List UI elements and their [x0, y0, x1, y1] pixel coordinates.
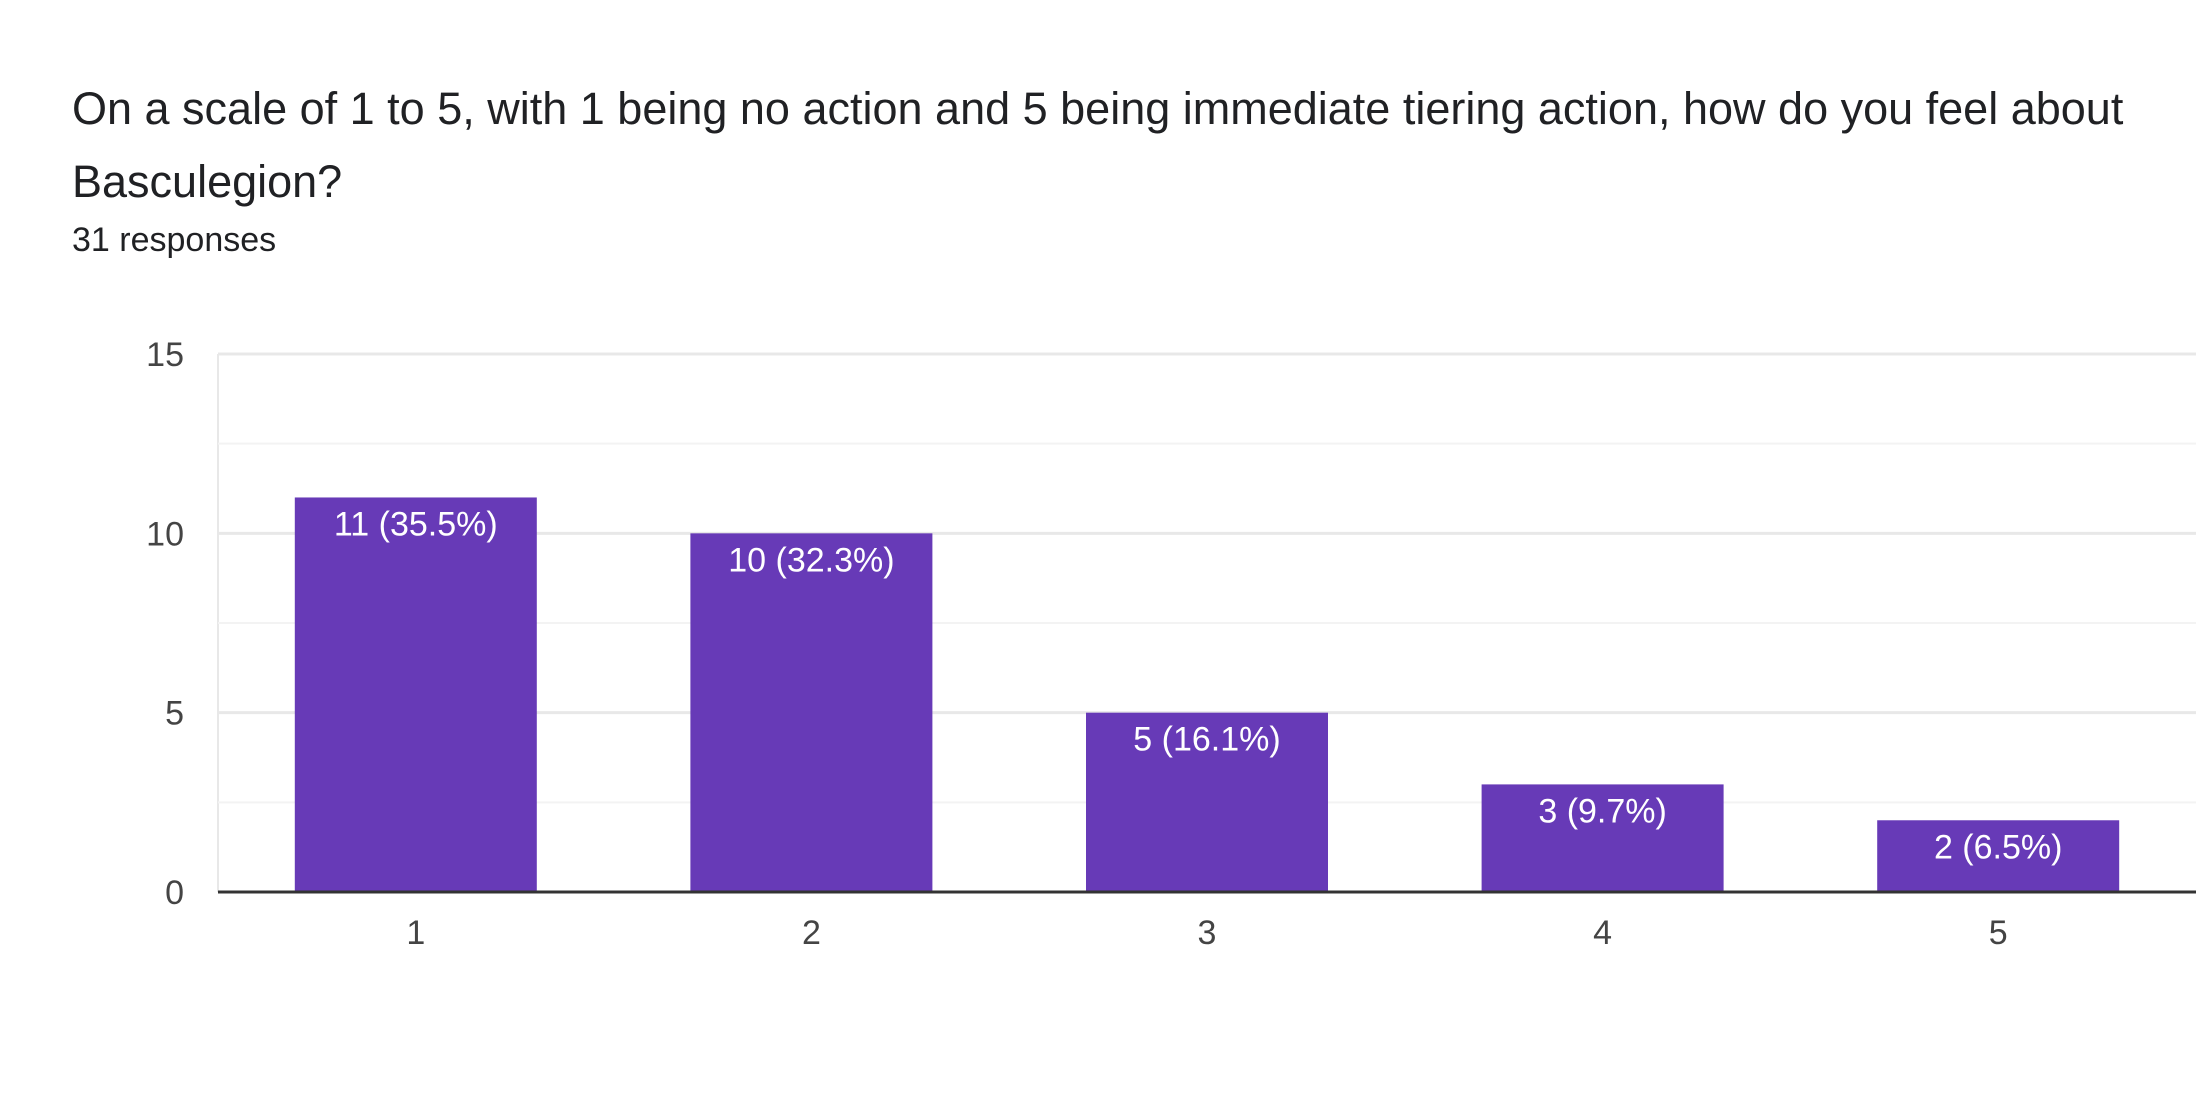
- y-tick-label: 0: [165, 874, 184, 912]
- x-tick-label: 4: [1593, 914, 1612, 952]
- bar-data-label: 2 (6.5%): [1934, 828, 2063, 866]
- y-tick-label: 10: [146, 515, 184, 553]
- x-tick-label: 3: [1198, 914, 1217, 952]
- bar: [690, 533, 933, 892]
- bar-data-label: 3 (9.7%): [1538, 792, 1667, 830]
- x-tick-label: 1: [406, 914, 425, 952]
- bar-data-label: 5 (16.1%): [1133, 721, 1280, 759]
- bar: [1086, 712, 1328, 892]
- bar: [1877, 820, 2120, 892]
- y-tick-label: 5: [165, 695, 184, 733]
- bar: [1481, 784, 1724, 892]
- x-tick-label: 2: [802, 914, 821, 952]
- question-title: On a scale of 1 to 5, with 1 being no ac…: [72, 83, 2124, 207]
- bar: [294, 497, 537, 892]
- bar-data-label: 11 (35.5%): [334, 505, 498, 543]
- x-tick-label: 5: [1989, 914, 2008, 952]
- bar-data-label: 10 (32.3%): [728, 541, 894, 579]
- response-count: 31 responses: [72, 221, 277, 259]
- axes: 0 5 10 15 1 2 3 4 5: [146, 336, 2196, 952]
- y-tick-label: 15: [146, 336, 184, 374]
- bars: 11 (35.5%) 10 (32.3%) 5 (16.1%) 3 (9.7%) 2 (…: [294, 497, 2120, 892]
